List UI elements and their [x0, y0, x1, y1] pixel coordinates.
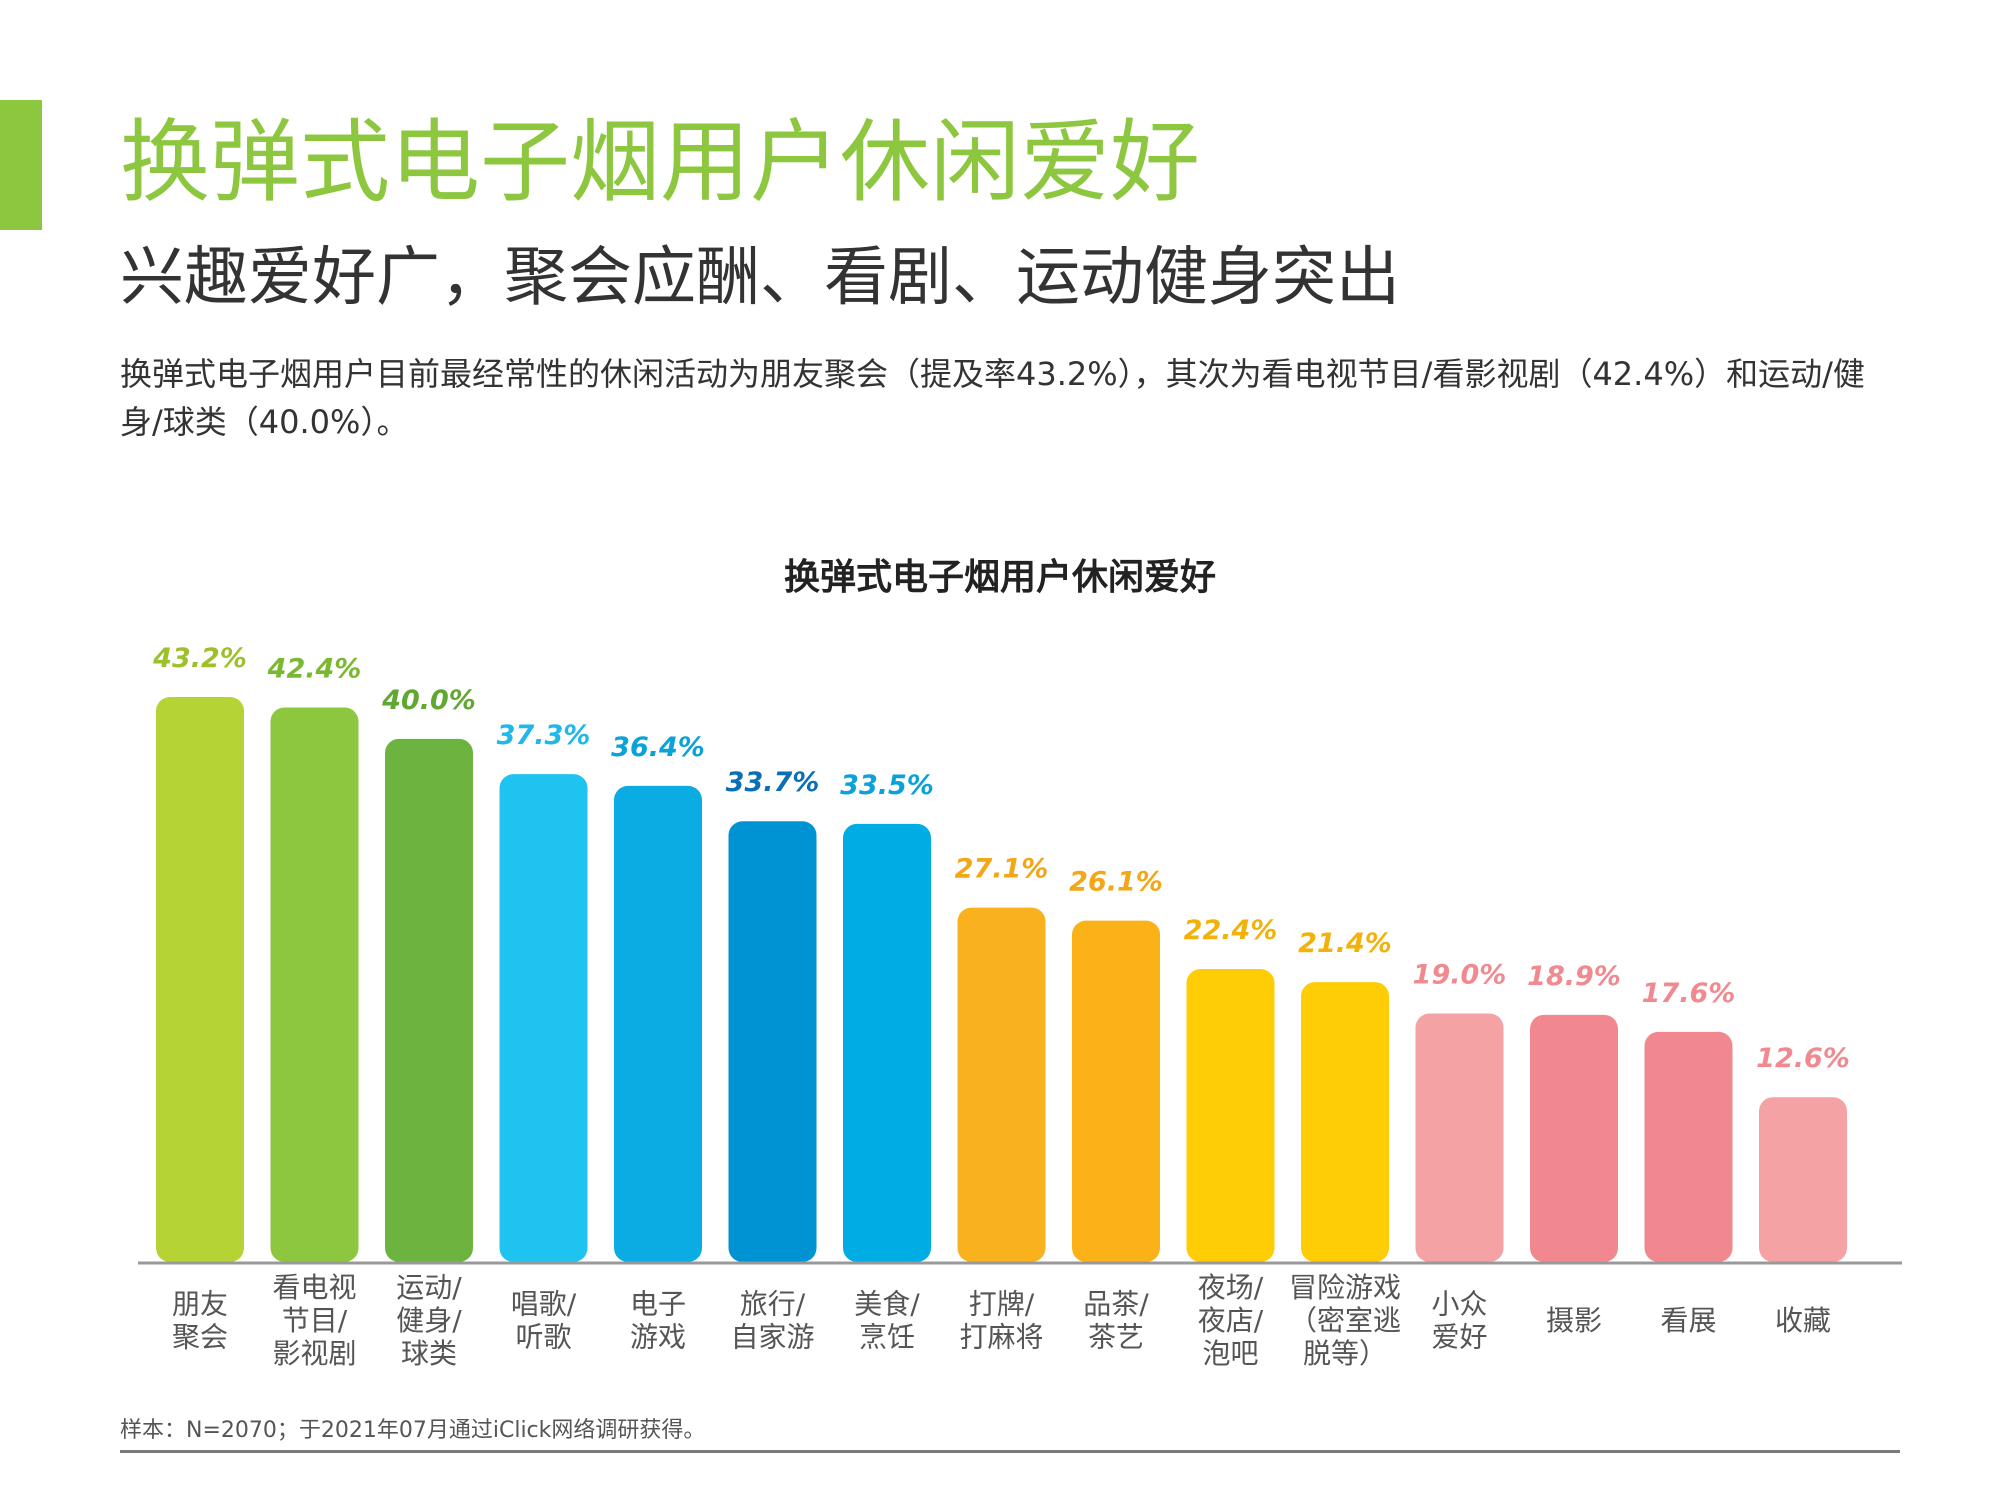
data-label-tv-drama: 42.4% — [267, 653, 362, 684]
bar-friends-gathering — [156, 697, 244, 1262]
category-label-video-games: 电子游戏 — [630, 1288, 686, 1354]
category-label-niche-hobbies: 小众爱好 — [1431, 1288, 1487, 1354]
data-label-adventure-games: 21.4% — [1298, 928, 1392, 959]
bar-adventure-games — [1301, 982, 1389, 1262]
page-subtitle: 兴趣爱好广，聚会应酬、看剧、运动健身突出 — [120, 241, 1400, 315]
footer-rule — [120, 1450, 1900, 1453]
data-label-cards-mahjong: 27.1% — [955, 854, 1049, 885]
category-label-photography: 摄影 — [1546, 1304, 1602, 1337]
data-label-exhibitions: 17.6% — [1642, 978, 1736, 1009]
data-label-video-games: 36.4% — [611, 732, 705, 763]
data-label-food-cooking: 33.5% — [840, 770, 934, 801]
category-label-friends-gathering: 朋友聚会 — [172, 1288, 228, 1354]
bar-travel — [728, 821, 817, 1262]
data-label-friends-gathering: 43.2% — [152, 643, 247, 674]
data-label-collecting: 12.6% — [1756, 1043, 1850, 1074]
category-label-cards-mahjong: 打牌/打麻将 — [959, 1288, 1043, 1354]
accent-bar — [0, 100, 42, 230]
footnote: 样本：N=2070；于2021年07月通过iClick网络调研获得。 — [120, 1418, 706, 1443]
bar-niche-hobbies — [1415, 1013, 1504, 1262]
data-label-singing-music: 37.3% — [497, 720, 591, 751]
description-text: 换弹式电子烟用户目前最经常性的休闲活动为朋友聚会（提及率43.2%），其次为看电… — [120, 355, 1865, 441]
bar-video-games — [614, 785, 702, 1262]
data-label-nightlife: 22.4% — [1184, 915, 1278, 946]
category-label-travel: 旅行/自家游 — [730, 1288, 814, 1354]
page-title: 换弹式电子烟用户休闲爱好 — [120, 110, 1200, 215]
bar-cards-mahjong — [957, 907, 1046, 1262]
category-label-tea: 品茶/茶艺 — [1083, 1288, 1149, 1354]
bar-singing-music — [499, 774, 588, 1262]
data-label-travel: 33.7% — [726, 767, 820, 798]
bar-exhibitions — [1644, 1031, 1733, 1262]
bar-nightlife — [1186, 969, 1275, 1262]
category-label-sports-fitness: 运动/健身/球类 — [396, 1271, 462, 1370]
data-label-photography: 18.9% — [1527, 961, 1621, 992]
chart-title: 换弹式电子烟用户休闲爱好 — [783, 557, 1216, 598]
category-label-adventure-games: 冒险游戏（密室逃脱等） — [1289, 1271, 1401, 1370]
data-label-sports-fitness: 40.0% — [381, 685, 476, 716]
category-label-food-cooking: 美食/烹饪 — [854, 1288, 920, 1354]
category-label-nightlife: 夜场/夜店/泡吧 — [1198, 1271, 1264, 1370]
bar-collecting — [1759, 1097, 1847, 1262]
category-label-collecting: 收藏 — [1775, 1304, 1831, 1337]
category-label-singing-music: 唱歌/听歌 — [511, 1288, 577, 1354]
bar-sports-fitness — [385, 738, 473, 1262]
bar-photography — [1530, 1014, 1618, 1262]
bar-food-cooking — [843, 823, 931, 1262]
category-label-tv-drama: 看电视节目/影视剧 — [272, 1271, 356, 1370]
bar-tv-drama — [270, 707, 359, 1262]
data-label-niche-hobbies: 19.0% — [1413, 960, 1507, 991]
category-label-exhibitions: 看展 — [1660, 1304, 1716, 1337]
data-label-tea: 26.1% — [1069, 867, 1163, 898]
bar-tea — [1072, 920, 1160, 1262]
